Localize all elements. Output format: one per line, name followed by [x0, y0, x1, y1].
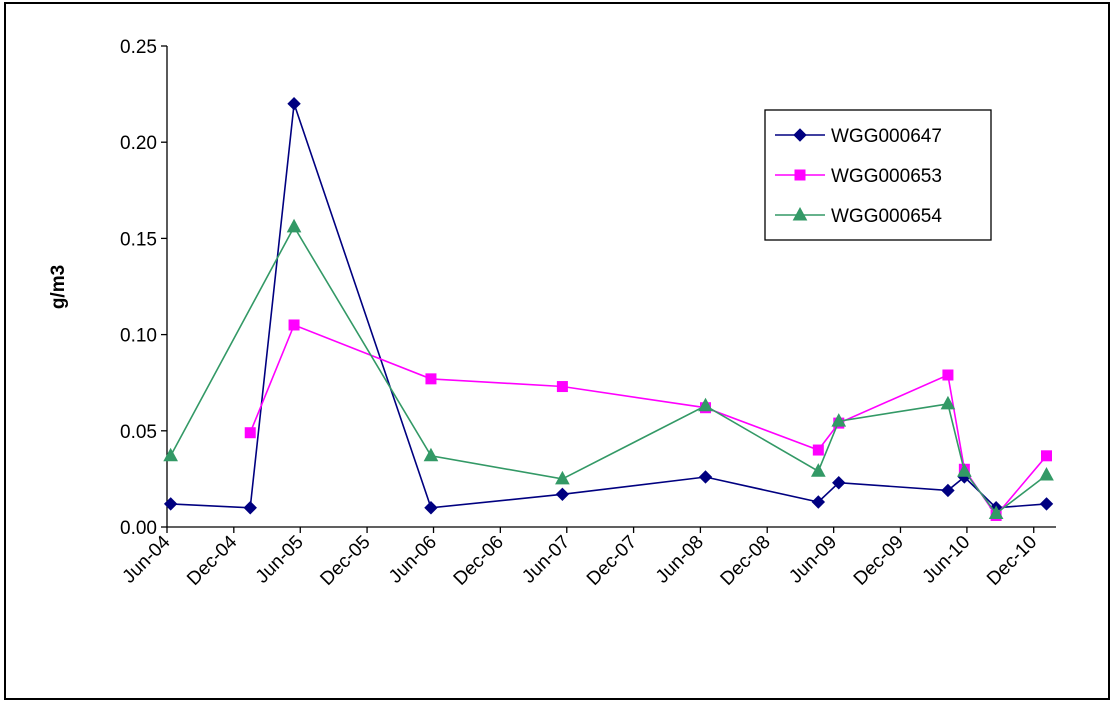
x-axis: Jun-04 Dec-04 Jun-05 Dec-05 Jun-06 Dec-06 Jun-…	[119, 526, 1056, 590]
x-tick-label: Dec-10	[983, 532, 1041, 590]
series-WGG000654	[163, 218, 1054, 520]
data-point	[794, 169, 806, 181]
data-point	[287, 97, 301, 111]
x-tick-label: Dec-09	[850, 532, 908, 590]
x-tick-label: Jun-04	[119, 531, 175, 587]
x-tick-label: Jun-06	[385, 532, 441, 588]
series-line	[170, 103, 1047, 509]
x-tick-label: Jun-08	[652, 532, 708, 588]
x-tick-label: Jun-07	[518, 532, 574, 588]
data-point	[163, 447, 178, 462]
data-point	[243, 501, 257, 515]
data-point	[698, 470, 713, 484]
x-tick-label: Dec-04	[183, 531, 241, 589]
y-axis-title: g/m3	[48, 265, 69, 309]
data-point	[940, 395, 956, 410]
x-tick-label: Dec-06	[450, 532, 508, 590]
x-tick-label: Dec-07	[583, 532, 641, 590]
series-WGG000647	[163, 97, 1054, 515]
data-point	[286, 218, 302, 233]
data-point	[811, 495, 826, 509]
y-axis: 0.00 0.05 0.10 0.15 0.20 0.25	[120, 37, 168, 539]
legend-label: WGG000654	[831, 206, 942, 227]
legend: WGG000647 WGG000653 WGG000654	[764, 109, 992, 241]
data-point	[163, 497, 178, 511]
data-point	[555, 487, 570, 501]
data-point	[942, 369, 954, 381]
series-line	[169, 225, 1047, 515]
data-point	[793, 128, 807, 142]
y-tick-label: 0.05	[120, 422, 157, 443]
data-point	[831, 413, 847, 427]
y-tick-label: 0.20	[120, 133, 157, 154]
data-point	[812, 444, 824, 456]
data-point	[556, 381, 568, 393]
data-point	[957, 463, 972, 477]
data-point	[698, 397, 713, 412]
data-point	[941, 483, 955, 498]
data-point	[810, 463, 826, 477]
data-point	[1039, 467, 1054, 481]
y-tick-label: 0.15	[120, 229, 157, 250]
data-point	[425, 373, 437, 385]
data-point	[832, 476, 846, 490]
data-point	[244, 427, 256, 439]
data-point	[792, 206, 808, 221]
x-tick-label: Jun-10	[919, 532, 975, 588]
y-tick-label: 0.00	[120, 518, 157, 539]
legend-label: WGG000653	[831, 166, 942, 187]
series-WGG000653	[244, 319, 1053, 521]
data-point	[423, 447, 439, 462]
data-point	[1039, 497, 1054, 511]
data-point	[288, 319, 300, 331]
data-point	[555, 470, 570, 485]
legend-item: WGG000654	[775, 206, 942, 227]
legend-label: WGG000647	[831, 126, 942, 147]
legend-item: WGG000653	[775, 166, 942, 187]
legend-item: WGG000647	[775, 126, 942, 147]
y-tick-label: 0.25	[120, 37, 157, 58]
x-tick-label: Jun-09	[785, 532, 841, 588]
data-point	[1041, 450, 1053, 462]
series-layer	[163, 97, 1054, 521]
x-tick-label: Dec-08	[717, 532, 775, 590]
x-tick-label: Dec-05	[316, 532, 374, 590]
x-tick-label: Jun-05	[252, 532, 308, 588]
data-point	[988, 505, 1004, 520]
data-point	[424, 501, 438, 515]
y-tick-label: 0.10	[120, 326, 157, 347]
